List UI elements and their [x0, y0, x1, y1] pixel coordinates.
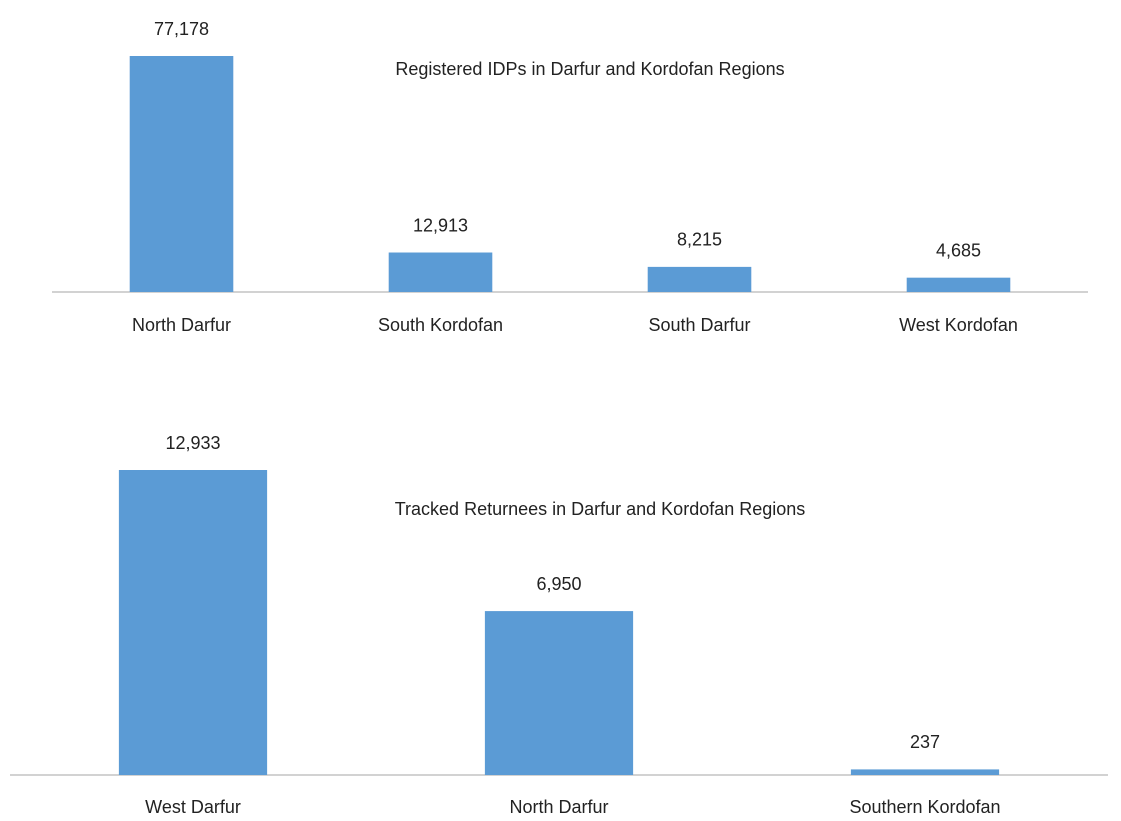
- data-label: 8,215: [677, 230, 722, 250]
- x-tick-label: West Darfur: [145, 797, 241, 817]
- bar: [129, 56, 234, 292]
- chart-title: Tracked Returnees in Darfur and Kordofan…: [395, 499, 806, 519]
- data-label: 77,178: [154, 19, 209, 39]
- x-tick-label: West Kordofan: [899, 315, 1018, 335]
- x-tick-label: South Kordofan: [378, 315, 503, 335]
- data-label: 12,913: [413, 215, 468, 235]
- data-label: 237: [910, 732, 940, 752]
- data-label: 4,685: [936, 240, 981, 260]
- bar: [484, 611, 634, 775]
- x-tick-label: South Darfur: [648, 315, 750, 335]
- bar: [850, 769, 1000, 775]
- bar: [388, 252, 493, 292]
- x-tick-label: North Darfur: [509, 797, 608, 817]
- x-tick-label: Southern Kordofan: [849, 797, 1000, 817]
- bar: [118, 470, 268, 775]
- data-label: 12,933: [165, 433, 220, 453]
- chart-title: Registered IDPs in Darfur and Kordofan R…: [395, 59, 784, 79]
- data-label: 6,950: [536, 574, 581, 594]
- x-tick-label: North Darfur: [132, 315, 231, 335]
- bar: [647, 266, 752, 292]
- bar: [906, 277, 1011, 292]
